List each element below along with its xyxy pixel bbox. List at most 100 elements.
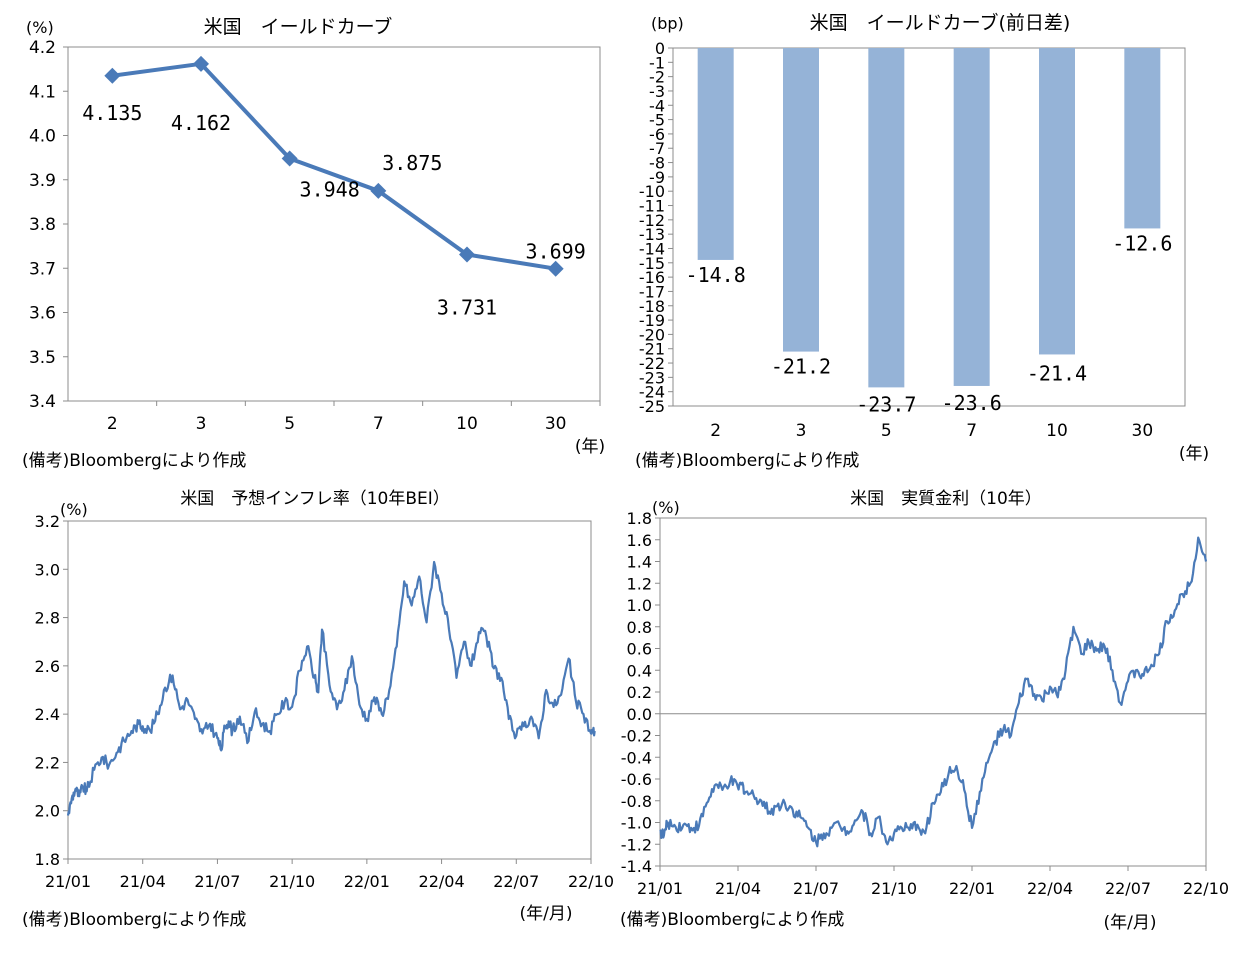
- chart3-y-tick-label: 2.0: [35, 802, 60, 821]
- chart3-x-tick-label: 21/04: [120, 872, 166, 891]
- chart2-y-tick-label: -15: [639, 254, 665, 273]
- chart4-x-tick-label: 21/04: [715, 879, 761, 898]
- chart3-x-tick-label: 22/10: [568, 872, 614, 891]
- chart1-point: [193, 55, 209, 72]
- chart2-y-axis: 0-1-2-3-4-5-6-7-8-9-10-11-12-13-14-15-16…: [639, 39, 673, 416]
- chart2-y-tick-label: 0: [655, 39, 665, 58]
- chart3-y-tick-label: 2.8: [35, 609, 60, 628]
- chart3-y-tick-label: 2.2: [35, 753, 60, 772]
- chart4-y-tick-label: 0.0: [627, 705, 652, 724]
- chart2-data-label: -12.6: [1112, 231, 1172, 255]
- chart4-x-tick-label: 21/10: [871, 879, 917, 898]
- chart1-y-tick-label: 4.0: [29, 127, 56, 147]
- chart1-point: [104, 67, 121, 84]
- chart3-x-tick-label: 22/01: [344, 872, 390, 891]
- chart4-y-tick-label: -1.4: [621, 857, 652, 876]
- chart4-y-axis: -1.4 -1.2 -1.0 -0.8 -0.6 -0.4 -0.2 0.0 0.2 0.4 0.6…: [621, 509, 660, 876]
- chart4-y-tick-label: 0.4: [627, 661, 652, 680]
- chart2-y-tick-label: -6: [649, 125, 665, 144]
- chart2-y-tick-label: -24: [639, 383, 665, 402]
- chart4-y-tick-label: -0.2: [621, 727, 652, 746]
- chart1-title: 米国 イールドカーブ: [204, 15, 393, 38]
- chart2-bar: [697, 48, 734, 260]
- chart3-x-tick-label: 21/01: [45, 872, 91, 891]
- panel-yield-curve: 米国 イールドカーブ (%) 3.4 3.5 3.6 3.7 3.8 3.9 4.0 4.1 4…: [22, 15, 605, 471]
- chart4-x-tick-label: 21/01: [637, 879, 683, 898]
- chart1-y-tick-label: 3.5: [29, 348, 56, 368]
- chart2-y-tick-label: -4: [649, 96, 665, 115]
- chart4-y-tick-label: 0.8: [627, 618, 652, 637]
- chart4-series: [659, 536, 1208, 848]
- chart1-data-label: 4.135: [82, 101, 142, 125]
- chart2-data-label: -21.4: [1027, 361, 1087, 385]
- chart4-x-tick-label: 21/07: [793, 879, 839, 898]
- chart3-x-tick-label: 21/07: [194, 872, 240, 891]
- chart1-x-tick-label: 3: [196, 414, 207, 434]
- chart2-y-tick-label: -22: [639, 354, 665, 373]
- chart3-x-tick-label: 21/10: [269, 872, 315, 891]
- chart1-point: [459, 246, 475, 263]
- chart2-y-tick-label: -12: [639, 211, 665, 230]
- chart1-data-label: 3.731: [437, 296, 497, 320]
- chart2-x-tick-label: 30: [1132, 421, 1154, 441]
- chart2-y-tick-label: -7: [649, 139, 665, 158]
- chart2-y-tick-label: -1: [649, 53, 665, 72]
- chart3-plot-area: [67, 520, 592, 860]
- chart2-y-tick-label: -13: [639, 225, 665, 244]
- chart2-y-tick-label: -8: [649, 154, 665, 173]
- chart2-y-tick-label: -18: [639, 297, 665, 316]
- panel-real-rate: 米国 実質金利（10年） (%) -1.4 -1.2 -1.0 -0.8 -0.6 -0.…: [620, 489, 1229, 933]
- chart2-bar: [783, 48, 819, 352]
- chart4-x-tick-label: 22/07: [1105, 879, 1151, 898]
- chart3-series: [66, 560, 596, 816]
- chart1-y-tick-label: 3.4: [29, 392, 56, 412]
- chart2-bar: [1039, 48, 1075, 355]
- chart2-y-tick-label: -25: [639, 397, 665, 416]
- chart4-y-tick-label: -0.4: [621, 748, 652, 767]
- chart1-data-label: 3.948: [300, 178, 360, 202]
- chart3-source-note: (備考)Bloombergにより作成: [22, 910, 246, 930]
- chart4-y-tick-label: 0.6: [627, 640, 652, 659]
- chart2-y-tick-label: -17: [639, 282, 665, 301]
- chart2-x-tick-label: 5: [881, 421, 892, 441]
- chart1-point: [547, 260, 564, 277]
- chart4-title: 米国 実質金利（10年）: [850, 489, 1042, 509]
- chart2-source-note: (備考)Bloombergにより作成: [635, 451, 859, 471]
- chart4-y-tick-label: 1.4: [627, 553, 652, 572]
- chart1-x-tick-label: 30: [545, 414, 567, 434]
- chart4-x-tick-label: 22/10: [1183, 879, 1229, 898]
- chart1-y-tick-label: 3.9: [29, 171, 56, 191]
- chart1-data-label: 3.875: [382, 151, 442, 175]
- chart4-y-tick-label: 0.2: [627, 683, 652, 702]
- chart2-y-tick-label: -19: [639, 311, 665, 330]
- chart3-y-tick-label: 2.4: [35, 705, 60, 724]
- chart2-y-tick-label: -2: [649, 68, 665, 87]
- chart1-x-tick-label: 7: [373, 414, 384, 434]
- chart1-y-tick-label: 3.8: [29, 215, 56, 235]
- chart1-y-tick-label: 4.1: [29, 82, 56, 102]
- chart2-y-tick-label: -20: [639, 325, 665, 344]
- chart3-title: 米国 予想インフレ率（10年BEI）: [180, 489, 450, 509]
- chart4-y-tick-label: 1.8: [627, 509, 652, 528]
- chart4-unit-label: (%): [652, 498, 680, 517]
- chart2-y-tick-label: -23: [639, 368, 665, 387]
- panel-yield-change: 米国 イールドカーブ(前日差) (bp) 0-1-2-3-4-5-6-7-8-9…: [635, 11, 1209, 471]
- chart2-plot-area: [672, 47, 1186, 407]
- chart2-x-tick-label: 7: [966, 421, 977, 441]
- chart3-unit-label: (%): [60, 500, 88, 519]
- chart2-y-tick-label: -5: [649, 111, 665, 130]
- chart2-data-label: -21.2: [771, 355, 831, 379]
- panel-bei: 米国 予想インフレ率（10年BEI） (%) 1.8 2.0 2.2 2.4 2.6 2.…: [22, 489, 614, 930]
- chart3-x-tick-label: 22/07: [493, 872, 539, 891]
- chart4-x-unit-label: (年/月): [1104, 913, 1157, 933]
- chart3-y-tick-label: 1.8: [35, 850, 60, 869]
- chart3-y-tick-label: 2.6: [35, 657, 60, 676]
- chart2-data-label: -14.8: [686, 263, 746, 287]
- chart4-y-tick-label: 1.2: [627, 574, 652, 593]
- chart1-data-label: 4.162: [171, 111, 231, 135]
- chart1-unit-label: (%): [26, 18, 54, 37]
- chart2-y-tick-label: -21: [639, 340, 665, 359]
- chart1-x-tick-label: 10: [456, 414, 478, 434]
- chart1-point: [281, 150, 298, 167]
